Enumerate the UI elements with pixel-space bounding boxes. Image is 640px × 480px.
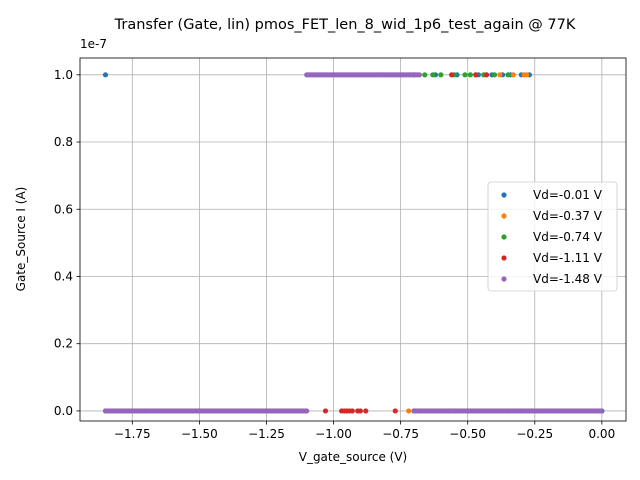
chart-title: Transfer (Gate, lin) pmos_FET_len_8_wid_… [114, 17, 576, 33]
data-point [467, 72, 473, 78]
data-point [598, 408, 604, 414]
legend: Vd=-0.01 V Vd=-0.37 V Vd=-0.74 V Vd=-1.11 V… [487, 181, 618, 292]
y-axis-label: Gate_Source I (A) [14, 187, 28, 292]
legend-entry: Vd=-1.11 V [533, 251, 603, 265]
x-tick-label: −1.75 [114, 427, 151, 441]
y-axis: 0.0 0.2 0.4 0.6 0.8 1.0 [54, 68, 80, 418]
y-tick-label: 0.0 [54, 404, 73, 418]
data-point [491, 72, 498, 78]
x-tick-label: −0.50 [449, 427, 486, 441]
data-point [392, 408, 398, 414]
data-point [357, 408, 363, 414]
legend-marker [501, 192, 507, 198]
legend-entry: Vd=-1.48 V [533, 272, 603, 286]
data-point [304, 408, 310, 414]
data-point [322, 408, 329, 414]
legend-entry: Vd=-0.37 V [533, 209, 603, 223]
series-group [102, 72, 604, 414]
data-point [406, 408, 412, 414]
data-point [449, 72, 455, 78]
data-point [521, 72, 527, 78]
y-tick-label: 0.4 [54, 269, 73, 283]
data-point [349, 408, 355, 414]
x-tick-label: −1.25 [248, 427, 285, 441]
data-point [510, 72, 516, 78]
data-point [505, 72, 511, 78]
y-tick-label: 0.6 [54, 202, 73, 216]
data-point [473, 72, 479, 78]
x-tick-label: −1.00 [315, 427, 352, 441]
x-tick-label: −1.50 [181, 427, 218, 441]
x-tick-label: −0.75 [382, 427, 419, 441]
plot-frame [79, 57, 627, 422]
data-point [438, 72, 444, 78]
x-axis-label: V_gate_source (V) [299, 450, 408, 464]
y-tick-label: 1.0 [54, 68, 73, 82]
data-point [416, 72, 423, 78]
x-tick-label: 0.00 [588, 427, 615, 441]
data-point [462, 72, 468, 78]
legend-marker [501, 255, 507, 261]
data-point [422, 72, 428, 78]
data-point [483, 72, 490, 78]
data-point [430, 72, 436, 78]
legend-marker [501, 234, 507, 240]
y-offset-label: 1e-7 [80, 37, 107, 51]
y-tick-label: 0.2 [54, 337, 73, 351]
legend-entry: Vd=-0.01 V [533, 188, 603, 202]
y-tick-label: 0.8 [54, 135, 73, 149]
data-points [102, 72, 605, 414]
legend-marker [501, 276, 507, 282]
data-point [363, 408, 369, 414]
x-axis: −1.75 −1.50 −1.25 −1.00 −0.75 −0.50 −0.25 0.00 [114, 421, 615, 441]
legend-marker [501, 213, 507, 219]
legend-entry: Vd=-0.74 V [533, 230, 603, 244]
data-point [497, 72, 503, 78]
x-tick-label: −0.25 [516, 427, 553, 441]
data-point [102, 72, 109, 78]
legend-box [487, 181, 618, 292]
series-group [322, 72, 490, 414]
